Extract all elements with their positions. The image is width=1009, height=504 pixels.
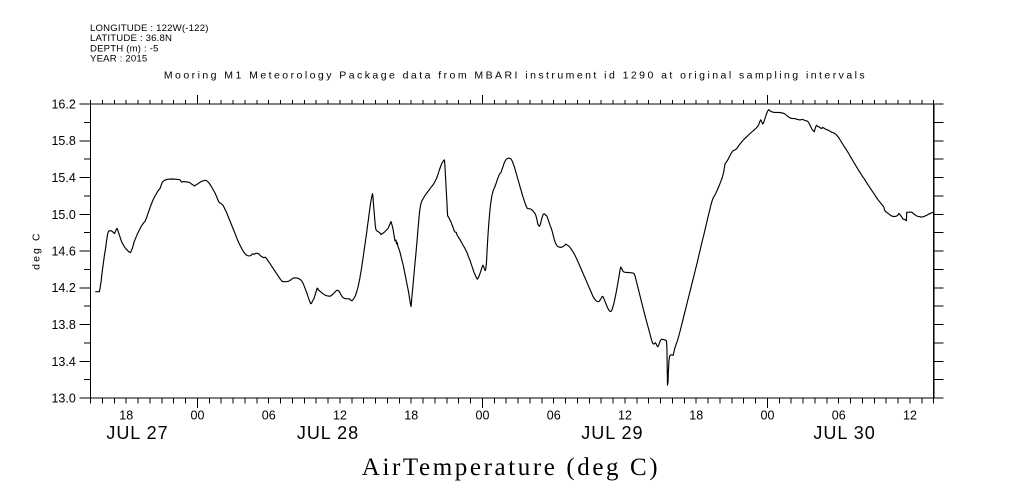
svg-text:AirTemperature (deg C): AirTemperature (deg C) [362,454,660,481]
svg-text:JUL 30: JUL 30 [813,423,875,443]
svg-text:13.4: 13.4 [51,355,75,369]
svg-text:14.2: 14.2 [51,281,75,295]
svg-text:18: 18 [119,409,133,423]
svg-text:06: 06 [832,409,846,423]
svg-text:06: 06 [547,409,561,423]
svg-text:00: 00 [761,409,775,423]
svg-text:18: 18 [404,409,418,423]
svg-text:DEPTH (m) : -5: DEPTH (m) : -5 [90,43,159,54]
svg-text:12: 12 [903,409,917,423]
svg-text:JUL 27: JUL 27 [106,423,168,443]
svg-text:15.4: 15.4 [51,171,75,185]
svg-text:00: 00 [191,409,205,423]
svg-text:deg C: deg C [31,231,43,270]
svg-text:15.0: 15.0 [51,208,75,222]
svg-text:14.6: 14.6 [51,245,75,259]
svg-text:13.0: 13.0 [51,392,75,406]
svg-text:15.8: 15.8 [51,134,75,148]
svg-text:18: 18 [689,409,703,423]
svg-text:12: 12 [618,409,632,423]
svg-text:06: 06 [262,409,276,423]
svg-text:JUL 29: JUL 29 [581,423,643,443]
svg-text:12: 12 [333,409,347,423]
svg-text:16.2: 16.2 [51,98,75,112]
svg-text:00: 00 [476,409,490,423]
svg-text:LATITUDE : 36.8N: LATITUDE : 36.8N [90,33,172,44]
svg-text:LONGITUDE : 122W(-122): LONGITUDE : 122W(-122) [90,23,209,34]
svg-text:YEAR : 2015: YEAR : 2015 [90,54,147,65]
svg-text:JUL 28: JUL 28 [297,423,359,443]
svg-text:13.8: 13.8 [51,318,75,332]
svg-text:Mooring M1 Meteorology Package: Mooring M1 Meteorology Package data from… [164,69,867,81]
